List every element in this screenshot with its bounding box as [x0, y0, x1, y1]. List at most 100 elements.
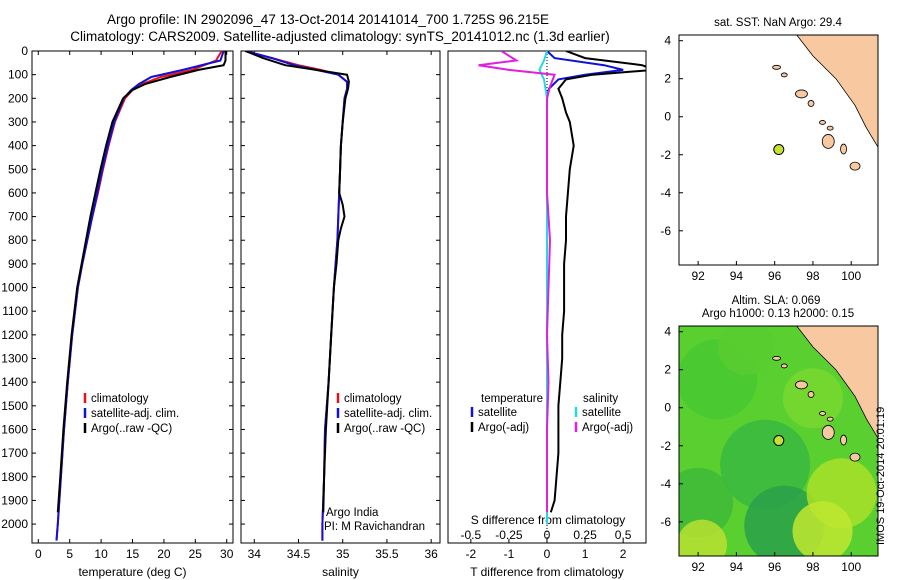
depth-tick-label: 1500 [1, 399, 28, 413]
sla-map-frame [678, 325, 879, 557]
sla-map-sla-patch [679, 519, 727, 556]
sla-map-island [819, 411, 826, 416]
temperature-legend-label: Argo(..raw -QC) [91, 423, 172, 435]
sla-map-island [780, 363, 788, 369]
sst-map-xtick-label: 96 [768, 269, 782, 283]
sst-map-ytick-label: -4 [660, 186, 671, 200]
depth-tick-label: 1200 [1, 328, 28, 342]
temperature-series-climatology [55, 51, 223, 541]
salinity-axes-frame [240, 50, 441, 544]
depth-tick-label: 500 [8, 162, 28, 176]
sla-map-title-line1: Altim. SLA: 0.069 [732, 295, 821, 307]
difference-series-t-argo-adj- [549, 51, 646, 513]
sst-map-xtick-label: 100 [841, 269, 861, 283]
difference-xtick-label: -1 [504, 547, 515, 561]
depth-tick-label: 1100 [2, 304, 28, 318]
salinity-xtick-label: 34 [248, 547, 262, 561]
depth-tick-label: 400 [8, 139, 28, 153]
sst-map-title: sat. SST: NaN Argo: 29.4 [714, 17, 842, 29]
sst-map-island [772, 64, 781, 70]
temperature-xtick-label: 25 [189, 547, 203, 561]
temperature-xtick-label: 15 [126, 547, 140, 561]
imos-timestamp-label: IMOS 19-Oct-2014 20:01:19 [875, 406, 887, 545]
salinity-series-satellite-adj-clim- [245, 51, 349, 541]
temperature-xlabel: temperature (deg C) [78, 565, 186, 579]
temperature-legend-label: climatology [91, 393, 149, 405]
sst-map-island [819, 120, 826, 125]
salinity-xlabel: salinity [322, 565, 359, 579]
depth-tick-label: 1800 [1, 470, 28, 484]
salinity-xtick-label: 34.5 [287, 547, 311, 561]
sla-map-xtick-label: 100 [841, 560, 861, 574]
plot-title-line2: Climatology: CARS2009. Satellite-adjuste… [70, 29, 610, 44]
temperature-xtick-label: 0 [35, 547, 42, 561]
salinity-series-argo-raw-qc- [245, 51, 350, 513]
depth-tick-label: 800 [8, 233, 28, 247]
depth-tick-label: 1900 [1, 493, 28, 507]
temperature-xtick-label: 30 [220, 547, 234, 561]
sst-map-ytick-label: 2 [664, 72, 671, 86]
salinity-xtick-label: 36 [424, 547, 438, 561]
sla-map-ytick-label: 0 [664, 401, 671, 415]
difference-xtick-label: 2 [620, 547, 627, 561]
sla-map-ytick-label: 4 [664, 325, 671, 339]
difference-legend-label: Argo(-adj) [582, 422, 633, 434]
difference-xtick-label: 0 [544, 547, 551, 561]
sla-map-argo-float-marker [773, 435, 785, 447]
temperature-series-satellite-adj-clim- [55, 51, 225, 541]
plot-title-line1: Argo profile: IN 2902096_47 13-Oct-2014 … [106, 12, 550, 27]
pi-label: PI: M Ravichandran [324, 521, 425, 533]
sla-map-title-line2: Argo h1000: 0.13 h2000: 0.15 [702, 308, 854, 320]
sla-map-xtick-label: 98 [806, 560, 820, 574]
depth-tick-label: 600 [8, 186, 28, 200]
sst-map-plot-area [679, 35, 878, 265]
sla-map-xtick-label: 96 [768, 560, 782, 574]
sla-map-xtick-label: 94 [730, 560, 744, 574]
sla-map-sla-patch [679, 467, 734, 538]
salinity-legend-label: satellite-adj. clim. [344, 408, 432, 420]
sst-map-xtick-label: 92 [691, 269, 705, 283]
depth-tick-label: 300 [8, 115, 28, 129]
depth-tick-label: 1400 [1, 375, 28, 389]
temperature-xtick-label: 20 [157, 547, 171, 561]
difference-top-xtick-label: -0.5 [461, 528, 482, 542]
difference-xtick-label: 1 [582, 547, 589, 561]
sst-map-xtick-label: 94 [730, 269, 744, 283]
difference-legend-temperature-title: temperature [481, 393, 543, 405]
sst-map-frame [678, 34, 879, 266]
sst-map-island [795, 89, 808, 99]
difference-legend-label: satellite [582, 407, 621, 419]
sla-map-plot-area [679, 326, 878, 556]
difference-top-xtick-label: 0.5 [615, 528, 632, 542]
salinity-legend-label: Argo(..raw -QC) [344, 423, 425, 435]
salinity-xtick-label: 35 [336, 547, 350, 561]
sst-map-island [840, 143, 847, 155]
sla-map-sla-patch [792, 501, 853, 556]
difference-legend-salinity-title: salinity [583, 393, 618, 405]
sla-map-island [826, 416, 834, 422]
sst-map-ytick-label: 0 [664, 110, 671, 124]
difference-xlabel: T difference from climatology [470, 565, 624, 579]
sla-map-island [840, 434, 847, 446]
sst-map-island [807, 100, 815, 107]
depth-tick-label: 1300 [1, 352, 28, 366]
sla-map-ytick-label: -2 [660, 439, 671, 453]
sla-map-ytick-label: 2 [664, 363, 671, 377]
salinity-legend-label: climatology [344, 393, 402, 405]
difference-xtick-label: -2 [466, 547, 477, 561]
sst-map-sumatra-land [796, 35, 878, 148]
sla-map-island [821, 425, 835, 440]
difference-legend-label: satellite [478, 407, 517, 419]
sla-map-island [772, 355, 781, 361]
depth-tick-label: 1700 [1, 446, 28, 460]
depth-tick-label: 1000 [1, 281, 28, 295]
argo-india-label: Argo India [326, 507, 379, 519]
difference-series-s-satellite [538, 51, 548, 525]
salinity-xtick-label: 35.5 [375, 547, 399, 561]
sla-map-sla-patch [782, 368, 843, 429]
depth-tick-label: 1600 [1, 422, 28, 436]
sst-map-ytick-label: -2 [660, 148, 671, 162]
sst-map-island [821, 134, 835, 149]
difference-legend-label: Argo(-adj) [478, 422, 529, 434]
depth-tick-label: 700 [8, 210, 28, 224]
